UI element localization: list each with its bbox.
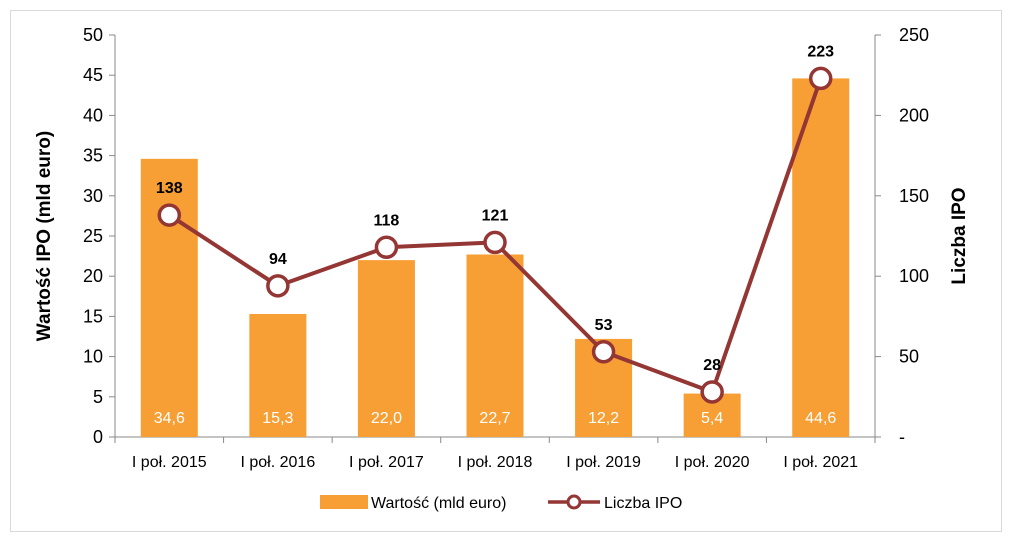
line-value-label: 118 [374, 212, 400, 229]
line-value-label: 53 [595, 317, 613, 334]
line-point [483, 230, 507, 255]
bar-value-label: 22,0 [371, 410, 402, 427]
y-tick-label: 35 [83, 146, 103, 166]
y2-tick-label: 50 [899, 347, 919, 367]
line-value-label: 223 [807, 43, 834, 60]
y-tick-label: 0 [93, 427, 103, 447]
y-tick-label: 5 [93, 387, 103, 407]
data-labels: 34,6 15,3 22,0 22,7 12,2 5,4 44,6 138 94 118 121 53… [154, 43, 837, 427]
x-tick-label: I poł. 2021 [783, 454, 858, 471]
y-axis-title: Wartość IPO (mld euro) [34, 131, 55, 341]
legend: Wartość (mld euro) Liczba IPO [320, 494, 682, 512]
legend-label-line: Liczba IPO [604, 495, 682, 512]
y-tick-label: 15 [83, 306, 103, 326]
bar-value-label: 15,3 [262, 410, 293, 427]
y2-tick-label: 200 [899, 105, 929, 125]
line-point [591, 340, 616, 364]
bar-value-label: 34,6 [154, 410, 185, 427]
bar-value-label: 12,2 [588, 410, 619, 427]
x-tick-label: I poł. 2017 [349, 454, 424, 471]
y-tick-label: 10 [83, 347, 103, 367]
y-tick-label: 25 [83, 226, 103, 246]
legend-label-bar: Wartość (mld euro) [371, 495, 506, 512]
legend-swatch-bar [320, 495, 368, 509]
line-point [374, 235, 399, 260]
y2-tick-label: 150 [899, 186, 929, 206]
bar [140, 158, 198, 438]
y2-axis-title: Liczba IPO [949, 187, 970, 284]
bars [140, 78, 850, 438]
bar [466, 254, 524, 437]
axes: 0 5 10 15 20 25 30 35 40 45 50 - 50 100 150 200 250 I poł… [83, 25, 929, 471]
y-tick-label: 30 [83, 186, 103, 206]
line-value-label: 28 [703, 357, 721, 374]
x-tick-label: I poł. 2015 [132, 454, 207, 471]
bar [249, 313, 307, 437]
x-tick-label: I poł. 2020 [675, 454, 750, 471]
y2-tick-label: 250 [899, 25, 929, 45]
x-tick-label: I poł. 2019 [566, 454, 641, 471]
y-tick-label: 20 [83, 266, 103, 286]
legend-swatch-marker [566, 494, 582, 510]
bar-value-label: 44,6 [805, 410, 836, 427]
bar-value-label: 5,4 [701, 410, 723, 427]
line-point [700, 380, 724, 404]
bar-value-label: 22,7 [479, 410, 510, 427]
y2-tick-label: 100 [899, 266, 929, 286]
x-tick-label: I poł. 2018 [458, 454, 533, 471]
line-point [808, 66, 833, 91]
y-tick-label: 45 [83, 65, 103, 85]
x-tick-label: I poł. 2016 [240, 454, 315, 471]
bar [357, 260, 415, 437]
y-tick-label: 40 [83, 105, 103, 125]
line-point [266, 274, 290, 298]
y-tick-label: 50 [83, 25, 103, 45]
line-value-label: 94 [269, 251, 287, 268]
line-value-label: 121 [482, 207, 509, 224]
y2-tick-label: - [899, 427, 905, 447]
line-point [157, 203, 182, 227]
line-series [157, 66, 833, 404]
line-value-label: 138 [156, 180, 183, 197]
